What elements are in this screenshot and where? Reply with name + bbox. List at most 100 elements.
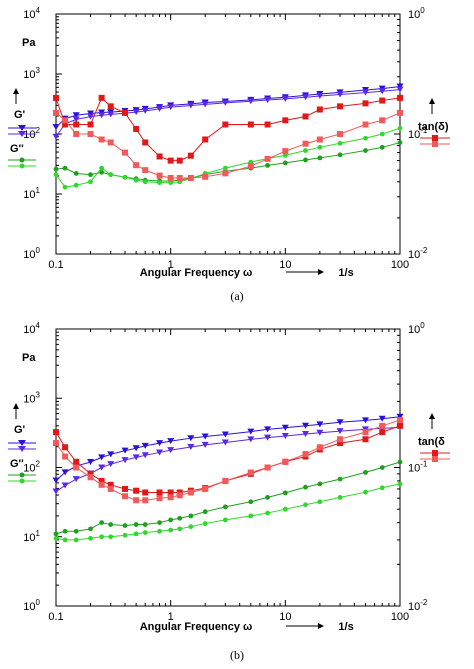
- data-point-square: [337, 436, 344, 443]
- data-point-circle: [317, 481, 323, 487]
- data-point-square: [187, 489, 194, 496]
- data-point-circle: [265, 510, 270, 516]
- y-left-tick-exp: 4: [36, 6, 41, 15]
- legend-marker-gprime: [18, 131, 26, 137]
- data-point-circle: [108, 534, 114, 540]
- data-point-square: [302, 113, 309, 120]
- data-point-square: [156, 172, 163, 179]
- y-left-tick-exp: 2: [36, 460, 41, 469]
- data-point-square: [73, 464, 80, 471]
- data-point-triangle: [247, 428, 255, 435]
- data-point-square: [53, 429, 59, 436]
- y-left-tick-base: 10: [23, 393, 35, 405]
- y-left-tick-base: 10: [23, 9, 35, 21]
- series-line: [55, 97, 401, 162]
- data-point-triangle: [201, 433, 209, 440]
- data-point-square: [98, 481, 105, 488]
- data-point-triangle: [221, 431, 229, 438]
- data-point-circle: [337, 140, 343, 146]
- data-point-circle: [122, 523, 128, 528]
- data-point-square: [362, 436, 369, 443]
- data-point-circle: [363, 135, 368, 141]
- series-line: [55, 461, 401, 535]
- x-axis-arrow-head: [318, 623, 324, 629]
- data-point-square: [264, 464, 271, 471]
- data-point-circle: [188, 513, 194, 519]
- data-point-circle: [53, 166, 59, 172]
- data-point-triangle: [156, 440, 164, 447]
- data-point-triangle: [98, 454, 106, 461]
- data-point-triangle: [247, 436, 255, 443]
- x-tick-label: 100: [391, 611, 409, 623]
- data-point-square: [142, 497, 149, 504]
- y-left-tick-base: 10: [23, 463, 35, 475]
- data-point-triangle: [156, 105, 164, 112]
- data-point-triangle: [302, 94, 310, 101]
- data-point-circle: [133, 177, 139, 183]
- data-point-square: [73, 131, 80, 137]
- data-point-triangle: [336, 419, 344, 426]
- data-point-triangle: [396, 83, 404, 90]
- data-point-triangle: [52, 488, 60, 495]
- data-point-triangle: [361, 89, 369, 96]
- data-point-triangle: [132, 445, 140, 452]
- data-point-square: [122, 149, 129, 156]
- data-point-circle: [337, 152, 343, 158]
- data-point-square: [167, 174, 174, 181]
- data-point-triangle: [52, 124, 60, 131]
- data-point-square: [167, 494, 174, 501]
- data-point-square: [264, 121, 271, 128]
- data-point-square: [87, 474, 94, 481]
- data-point-triangle: [107, 461, 115, 468]
- data-point-circle: [168, 527, 174, 533]
- data-point-triangle: [121, 447, 129, 454]
- data-point-circle: [142, 530, 148, 535]
- data-point-square: [397, 417, 403, 424]
- data-point-square: [316, 136, 323, 143]
- data-point-square: [62, 453, 69, 460]
- data-point-circle: [303, 157, 308, 163]
- data-point-circle: [379, 131, 385, 137]
- data-point-square: [107, 485, 114, 492]
- data-point-square: [397, 422, 403, 429]
- data-point-square: [222, 121, 229, 128]
- panel-caption: (b): [230, 648, 244, 662]
- data-point-square: [53, 109, 59, 116]
- data-point-square: [107, 139, 114, 146]
- data-point-triangle: [61, 482, 69, 489]
- data-point-square: [98, 94, 105, 101]
- data-point-square: [302, 451, 309, 458]
- plot-frame: [55, 13, 401, 255]
- data-point-triangle: [72, 112, 80, 119]
- y-right-tick-label: 100: [408, 321, 425, 336]
- data-point-triangle: [187, 435, 195, 442]
- panel-b: 0.1 1 10 10010010110210310410-210-1100Angul…: [8, 321, 450, 662]
- data-point-square: [397, 94, 403, 101]
- data-point-square: [202, 136, 209, 143]
- x-unit-label: 1/s: [338, 621, 353, 633]
- series-G-2: [53, 459, 403, 537]
- series-G-1: [52, 86, 404, 140]
- legend-label-gdoubleprime: G'': [10, 458, 24, 470]
- data-point-triangle: [264, 434, 272, 441]
- y-right-tick-label: 100: [408, 6, 425, 21]
- data-point-circle: [142, 522, 148, 527]
- series-G-1: [52, 424, 404, 495]
- data-point-triangle: [141, 442, 149, 449]
- data-point-circle: [108, 522, 114, 527]
- data-point-triangle: [61, 469, 69, 476]
- data-point-circle: [379, 485, 385, 491]
- data-point-circle: [108, 172, 114, 178]
- panel-a: 0.1 1 10 10010010110210310410-210-1100Angul…: [8, 6, 450, 303]
- data-point-square: [142, 139, 149, 146]
- data-point-circle: [397, 140, 403, 145]
- data-point-square: [316, 444, 323, 451]
- legend-label-tan: tan(δ): [418, 121, 449, 133]
- data-point-circle: [62, 184, 68, 190]
- data-point-triangle: [98, 464, 106, 471]
- data-point-triangle: [141, 107, 149, 114]
- data-point-triangle: [87, 113, 95, 120]
- y-left-tick-exp: 0: [36, 246, 41, 255]
- data-point-square: [316, 106, 323, 113]
- data-point-square: [282, 148, 289, 155]
